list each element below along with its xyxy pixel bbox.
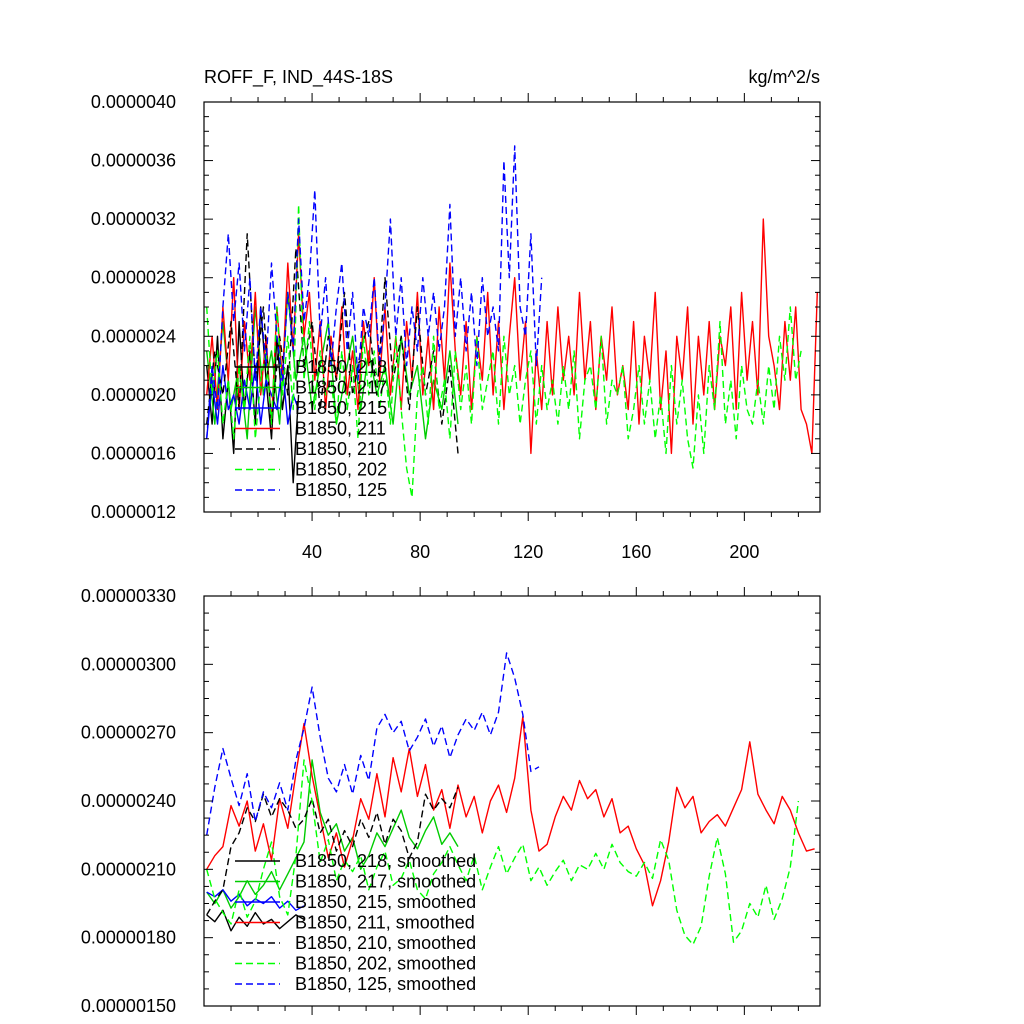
- bot-series-line-5: [206, 759, 800, 946]
- top-y-tick-label: 0.0000032: [91, 209, 176, 229]
- top-y-tick-label: 0.0000020: [91, 385, 176, 405]
- bot-y-tick-label: 0.00000210: [81, 859, 176, 879]
- bot-legend-label: B1850, 211, smoothed: [295, 913, 475, 933]
- top-x-tick-label: 200: [729, 542, 759, 562]
- top-panel: ROFF_F, IND_44S-18S kg/m^2/s 0.00000120.…: [91, 67, 821, 562]
- top-legend-label: B1850, 215: [295, 398, 387, 418]
- top-y-tick-label: 0.0000028: [91, 268, 176, 288]
- top-series-line-3: [206, 218, 818, 455]
- bot-y-tick-label: 0.00000270: [81, 723, 176, 743]
- bot-y-tick-label: 0.00000150: [81, 996, 176, 1016]
- bot-legend-label: B1850, 210, smoothed: [295, 933, 476, 953]
- top-x-tick-label: 160: [621, 542, 651, 562]
- top-plot-lines: [206, 145, 818, 499]
- top-series-line-5: [206, 203, 802, 499]
- bot-legend-label: B1850, 215, smoothed: [295, 892, 476, 912]
- bot-series-line-0: [206, 909, 305, 932]
- top-legend-label: B1850, 125: [295, 480, 387, 500]
- top-chart-title: ROFF_F, IND_44S-18S: [204, 67, 393, 88]
- bot-y-tick-label: 0.00000240: [81, 791, 176, 811]
- bot-series-line-6: [206, 652, 540, 836]
- top-y-tick-label: 0.0000036: [91, 151, 176, 171]
- top-ticks: [204, 93, 820, 521]
- top-legend-label: B1850, 210: [295, 439, 387, 459]
- top-x-tick-label: 120: [513, 542, 543, 562]
- bot-y-tick-label: 0.00000330: [81, 586, 176, 606]
- top-plot-frame: [203, 101, 821, 513]
- top-legend-label: B1850, 202: [295, 460, 387, 480]
- top-y-tick-label: 0.0000024: [91, 326, 176, 346]
- bot-legend-label: B1850, 217, smoothed: [295, 872, 476, 892]
- top-legend-label: B1850, 211: [295, 419, 386, 439]
- bot-y-tick-label: 0.00000180: [81, 928, 176, 948]
- top-series-line-1: [206, 291, 459, 440]
- bot-series-line-3: [206, 716, 815, 907]
- top-y-tick-labels: 0.0000012 0.0000016 0.0000020 0.0000024 0.00…: [91, 92, 176, 522]
- top-series-line-6: [206, 145, 543, 439]
- bot-legend-label: B1850, 202, smoothed: [295, 954, 476, 974]
- top-x-tick-label: 40: [302, 542, 322, 562]
- bot-legend-label: B1850, 125, smoothed: [295, 974, 476, 994]
- top-y-tick-label: 0.0000016: [91, 443, 176, 463]
- bot-series-line-1: [206, 759, 459, 909]
- bot-series-line-4: [206, 787, 459, 916]
- bot-legend-label: B1850, 218, smoothed: [295, 851, 476, 871]
- bottom-ticks: [204, 587, 820, 1015]
- top-legend-label: B1850, 218: [295, 357, 387, 377]
- bottom-panel: 0.00000150 0.00000180 0.00000210 0.00000240…: [81, 586, 821, 1016]
- top-x-tick-labels: 40 80 120 160 200: [302, 542, 759, 562]
- bot-y-tick-label: 0.00000300: [81, 654, 176, 674]
- top-y-tick-label: 0.0000040: [91, 92, 176, 112]
- top-y-tick-label: 0.0000012: [91, 502, 176, 522]
- top-x-tick-label: 80: [410, 542, 430, 562]
- bottom-plot-lines: [206, 652, 815, 946]
- top-legend-label: B1850, 217: [295, 378, 387, 398]
- bottom-y-tick-labels: 0.00000150 0.00000180 0.00000210 0.00000240…: [81, 586, 176, 1016]
- bottom-plot-frame: [203, 595, 821, 1007]
- top-chart-units: kg/m^2/s: [749, 67, 820, 87]
